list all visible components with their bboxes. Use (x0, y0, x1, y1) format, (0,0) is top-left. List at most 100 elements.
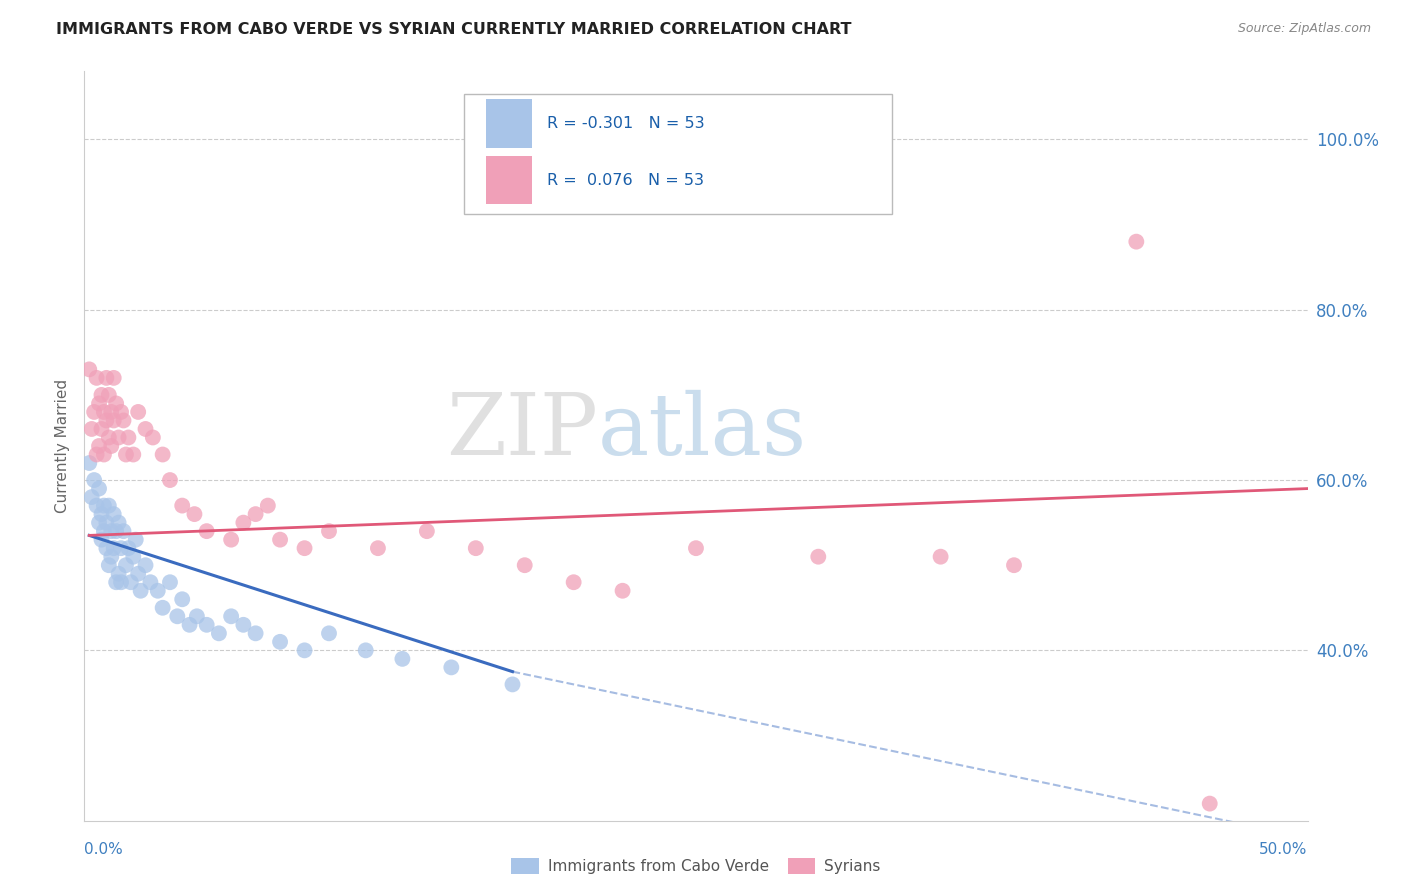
Point (80, 422, 103, 436)
Point (807, 549, 830, 564)
Point (90, 422, 112, 436)
Point (142, 430, 165, 444)
Point (183, 507, 205, 521)
Point (77, 456, 100, 470)
Point (354, 643, 377, 657)
Point (100, 405, 122, 419)
Point (87, 516, 110, 530)
FancyBboxPatch shape (464, 94, 891, 214)
Point (86, 448, 108, 462)
Point (219, 533, 242, 547)
Y-axis label: Currently Married: Currently Married (55, 379, 70, 513)
Point (115, 448, 138, 462)
Point (96, 516, 118, 530)
Point (87, 482, 110, 496)
Point (83, 405, 105, 419)
Text: R =  0.076   N = 53: R = 0.076 N = 53 (547, 172, 704, 187)
Text: 50.0%: 50.0% (1260, 842, 1308, 857)
Point (86, 371, 108, 385)
Point (513, 558, 536, 573)
Point (105, 575, 128, 590)
Point (80, 490, 103, 504)
Point (97, 558, 120, 573)
FancyBboxPatch shape (485, 155, 531, 204)
Point (135, 422, 157, 436)
Point (100, 524, 122, 538)
Point (110, 405, 132, 419)
Point (219, 609, 242, 624)
Point (93, 405, 115, 419)
Point (96, 413, 118, 427)
Point (186, 609, 208, 624)
Point (107, 566, 129, 581)
Point (97, 388, 120, 402)
Point (1002, 558, 1025, 573)
Point (105, 524, 128, 538)
Point (117, 541, 139, 556)
Point (122, 549, 145, 564)
Point (929, 549, 952, 564)
Point (97, 430, 120, 444)
Text: atlas: atlas (598, 390, 807, 473)
Point (120, 575, 142, 590)
Point (103, 413, 125, 427)
Text: 0.0%: 0.0% (84, 842, 124, 857)
FancyBboxPatch shape (485, 100, 531, 148)
Point (97, 499, 120, 513)
Text: R = -0.301   N = 53: R = -0.301 N = 53 (547, 116, 704, 131)
Point (127, 566, 149, 581)
Point (90, 388, 112, 402)
Point (96, 371, 118, 385)
Point (391, 652, 413, 666)
Point (86, 499, 108, 513)
Point (100, 439, 122, 453)
Point (612, 583, 634, 598)
Point (112, 524, 135, 538)
Point (179, 617, 201, 632)
Point (87, 396, 110, 410)
Point (152, 448, 174, 462)
Point (135, 558, 157, 573)
Point (208, 626, 231, 640)
Point (440, 660, 463, 674)
Point (562, 575, 585, 590)
Point (232, 617, 254, 632)
Point (464, 541, 486, 556)
Point (90, 533, 112, 547)
Point (1198, 797, 1220, 811)
Point (195, 524, 218, 538)
Point (96, 541, 118, 556)
Point (318, 626, 340, 640)
Point (117, 430, 139, 444)
Point (294, 541, 316, 556)
Point (172, 499, 194, 513)
Point (93, 499, 115, 513)
Legend: Immigrants from Cabo Verde, Syrians: Immigrants from Cabo Verde, Syrians (505, 852, 887, 880)
Point (159, 575, 181, 590)
Point (112, 413, 135, 427)
Point (172, 592, 194, 607)
Point (166, 609, 188, 624)
Point (269, 533, 291, 547)
Point (318, 524, 340, 538)
Point (129, 583, 152, 598)
Point (107, 430, 129, 444)
Point (93, 524, 115, 538)
Point (139, 575, 162, 590)
Point (87, 439, 110, 453)
Point (90, 507, 112, 521)
Point (122, 448, 145, 462)
Point (245, 626, 267, 640)
Point (83, 473, 105, 487)
Point (103, 371, 125, 385)
Point (100, 549, 122, 564)
Point (93, 448, 115, 462)
Text: ZIP: ZIP (446, 390, 598, 473)
Point (103, 541, 125, 556)
Point (105, 396, 128, 410)
Point (110, 541, 132, 556)
Point (294, 643, 316, 657)
Point (257, 499, 280, 513)
Point (115, 558, 138, 573)
Point (502, 677, 524, 691)
